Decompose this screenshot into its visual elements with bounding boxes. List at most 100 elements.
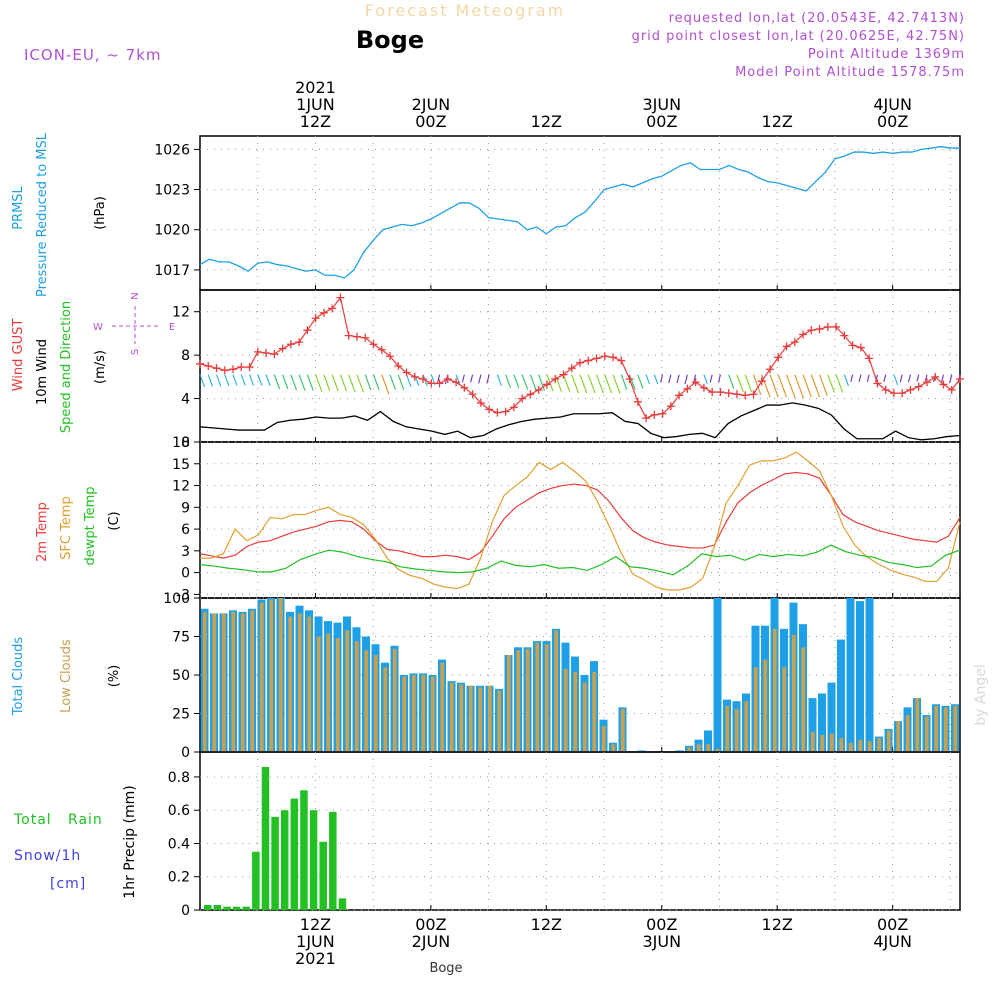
wind-gust-marker <box>947 385 956 394</box>
wind-direction-arrow <box>406 374 412 388</box>
low-cloud-bar <box>231 611 236 752</box>
wind-gust-marker <box>410 372 419 381</box>
wind-gust-marker <box>278 344 287 353</box>
wind-direction-arrow <box>786 374 796 399</box>
wind-ytick-label: 4 <box>181 392 190 408</box>
pressure-panel: 1017 1020 1023 1026 PRMSL Pressure Reduced … <box>11 132 961 297</box>
rain-bar <box>319 841 327 910</box>
wind-gust-marker <box>435 379 444 388</box>
wind-gust-marker <box>501 407 510 416</box>
wind-gust-marker <box>262 348 271 357</box>
low-cloud-bar <box>706 744 711 752</box>
low-cloud-bar <box>696 744 701 752</box>
wind-gust-marker <box>757 377 766 386</box>
total-rain-label: Total Rain <box>13 812 103 828</box>
bottom-time-label: 12Z <box>300 915 331 934</box>
low-cloud-bar <box>421 675 426 752</box>
temp-ytick-label: 15 <box>172 457 190 473</box>
total-cloud-bar <box>675 750 684 752</box>
low-cloud-bar <box>354 641 359 752</box>
bottom-time-label: 12Z <box>762 915 793 934</box>
wind-gust-marker <box>344 331 353 340</box>
wind-direction-arrow <box>940 374 945 384</box>
bottom-time-label: 2021 <box>295 949 336 968</box>
wind-gust-marker <box>741 391 750 400</box>
low-cloud-bar <box>772 628 777 752</box>
bottom-time-label: 00Z <box>646 915 677 934</box>
low-cloud-bar <box>725 705 730 752</box>
precip-ytick-label: 0.4 <box>168 836 190 852</box>
top-time-label: 2021 <box>295 78 336 97</box>
wind-ytick-label: 8 <box>181 348 190 364</box>
wind-direction-arrow <box>883 374 887 383</box>
low-cloud-bar <box>535 642 540 752</box>
snow-unit-label: [cm] <box>50 876 86 892</box>
clouds-ytick-label: 0 <box>181 745 190 761</box>
wind-direction-arrow <box>637 374 644 389</box>
low-cloud-bar <box>620 708 625 752</box>
low-cloud-bar <box>392 648 397 752</box>
low-cloud-bar <box>440 662 445 752</box>
rain-bar <box>300 790 308 910</box>
low-cloud-bar <box>867 741 872 752</box>
low-cloud-bar <box>953 705 958 752</box>
wind-gust-marker <box>691 378 700 387</box>
bottom-time-label: 2JUN <box>412 932 451 951</box>
wind-gust-marker <box>328 304 337 313</box>
low-cloud-bar <box>896 721 901 752</box>
wind-direction-arrow <box>866 374 870 383</box>
wind-gust-marker <box>584 356 593 365</box>
low-cloud-bar <box>345 630 350 752</box>
low-cloud-bar <box>905 715 910 752</box>
wind-direction-arrow <box>331 374 339 392</box>
low-cloud-bar <box>753 667 758 752</box>
pressure-frame <box>199 135 961 291</box>
rain-bar <box>252 851 260 910</box>
wind-direction-arrow <box>850 374 854 383</box>
total-cloud-bar <box>856 601 864 752</box>
wind-gust-marker <box>790 338 799 347</box>
low-cloud-bar <box>592 671 597 752</box>
wind-direction-arrow <box>486 374 490 384</box>
low-cloud-bar <box>848 742 853 752</box>
total-cloud-bar <box>713 598 722 752</box>
wind-direction-arrow <box>207 374 214 387</box>
rain-bar <box>280 810 289 910</box>
low-cloud-bar <box>478 687 483 752</box>
wind-gust-marker <box>452 378 461 387</box>
wind-ytick-label: 0 <box>181 435 190 451</box>
wind-gust-marker <box>419 375 428 384</box>
wind-direction-arrow <box>579 374 588 394</box>
wind-direction-arrow <box>249 374 255 386</box>
wind-direction-arrow <box>273 374 281 390</box>
wind-direction-arrow <box>645 374 650 385</box>
bottom-time-label: 00Z <box>877 915 908 934</box>
rain-bar <box>271 816 279 910</box>
low-cloud-bar <box>915 698 920 752</box>
pressure-ytick-label: 1023 <box>154 183 190 199</box>
wind-direction-arrow <box>777 374 788 398</box>
wind-direction-arrow <box>843 374 850 387</box>
wind-gust-marker <box>551 375 560 384</box>
wind-direction-arrow <box>810 374 821 398</box>
wind-gust-marker <box>856 343 865 352</box>
precipitation-panel: 0 0.2 0.4 0.6 0.8 Total Rain Snow/1h [cm] 1h… <box>13 751 961 919</box>
wind-gust-marker <box>245 363 254 372</box>
low-cloud-bar <box>487 685 492 752</box>
wind-direction-arrow <box>835 374 844 393</box>
low-cloud-bar <box>288 616 293 752</box>
wind-direction-arrow <box>587 374 596 394</box>
chart-title: Forecast Meteogram <box>365 1 565 20</box>
compass-west: W <box>93 322 103 333</box>
rain-bar <box>232 906 241 910</box>
pressure-label-msl: Pressure Reduced to MSL <box>35 132 50 297</box>
wind-direction-arrow <box>769 374 779 398</box>
total-cloud-bar <box>846 598 855 752</box>
low-cloud-bar <box>573 671 578 752</box>
rain-bar <box>290 798 299 910</box>
low-cloud-bar <box>687 747 692 752</box>
wind-gust-marker <box>286 340 295 349</box>
compass-rose: N S W E <box>93 292 175 355</box>
